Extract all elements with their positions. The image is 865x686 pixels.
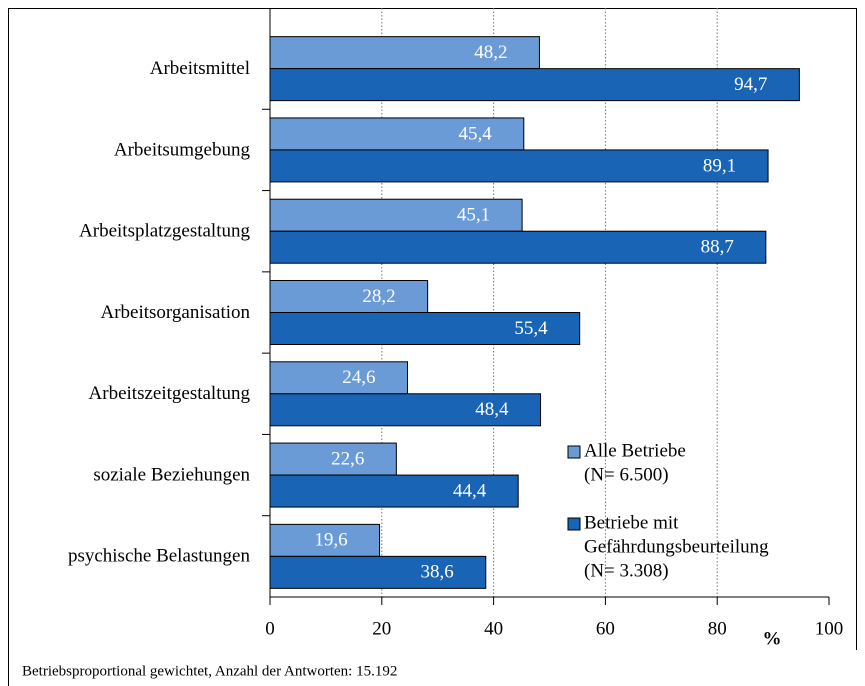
value-label: 45,1 <box>457 205 490 226</box>
bar <box>269 36 540 70</box>
value-label: 48,4 <box>475 399 509 420</box>
bar <box>269 474 519 508</box>
y-tick-label: soziale Beziehungen <box>93 464 250 485</box>
value-label: 89,1 <box>703 155 736 176</box>
x-tick-label: 100 <box>815 618 844 639</box>
y-tick-label: Arbeitsplatzgestaltung <box>79 221 250 242</box>
y-tick-label: Arbeitsorganisation <box>100 302 250 323</box>
legend-swatch <box>567 445 581 459</box>
x-axis-label: % <box>763 628 782 649</box>
x-tick-label: 20 <box>372 618 391 639</box>
y-tick-label: psychische Belastungen <box>68 546 251 567</box>
value-label: 22,6 <box>331 448 364 469</box>
value-label: 38,6 <box>421 562 454 583</box>
legend-label: Gefährdungsbeurteilung <box>584 536 769 557</box>
x-tick-label: 60 <box>596 618 615 639</box>
value-label: 88,7 <box>701 237 734 258</box>
value-label: 45,4 <box>459 123 493 144</box>
bar <box>269 393 542 427</box>
bar <box>269 230 767 264</box>
x-tick-label: 40 <box>484 618 503 639</box>
x-tick-label: 0 <box>265 618 275 639</box>
bar <box>269 117 525 151</box>
value-label: 48,2 <box>474 42 507 63</box>
bar <box>269 68 800 102</box>
bar <box>269 523 381 557</box>
footnote: Betriebsproportional gewichtet, Anzahl d… <box>22 663 397 679</box>
value-label: 28,2 <box>362 286 395 307</box>
y-tick-label: Arbeitsumgebung <box>114 139 251 160</box>
bar <box>269 361 409 395</box>
legend-label: (N= 6.500) <box>584 464 669 485</box>
bar <box>269 555 487 589</box>
frame <box>8 8 857 686</box>
value-label: 94,7 <box>734 74 767 95</box>
legend-label: (N= 3.308) <box>584 560 669 581</box>
value-label: 55,4 <box>514 318 548 339</box>
value-label: 44,4 <box>453 480 487 501</box>
bar <box>269 280 429 313</box>
value-label: 19,6 <box>314 530 347 551</box>
y-tick-label: Arbeitsmittel <box>150 58 250 79</box>
x-tick-label: 80 <box>708 618 727 639</box>
value-label: 24,6 <box>342 367 375 388</box>
y-tick-label: Arbeitszeitgestaltung <box>89 383 251 404</box>
bar <box>269 312 581 345</box>
legend-swatch <box>567 517 581 531</box>
legend-label: Betriebe mit <box>584 512 679 533</box>
bar <box>269 149 769 183</box>
legend-label: Alle Betriebe <box>584 440 686 461</box>
